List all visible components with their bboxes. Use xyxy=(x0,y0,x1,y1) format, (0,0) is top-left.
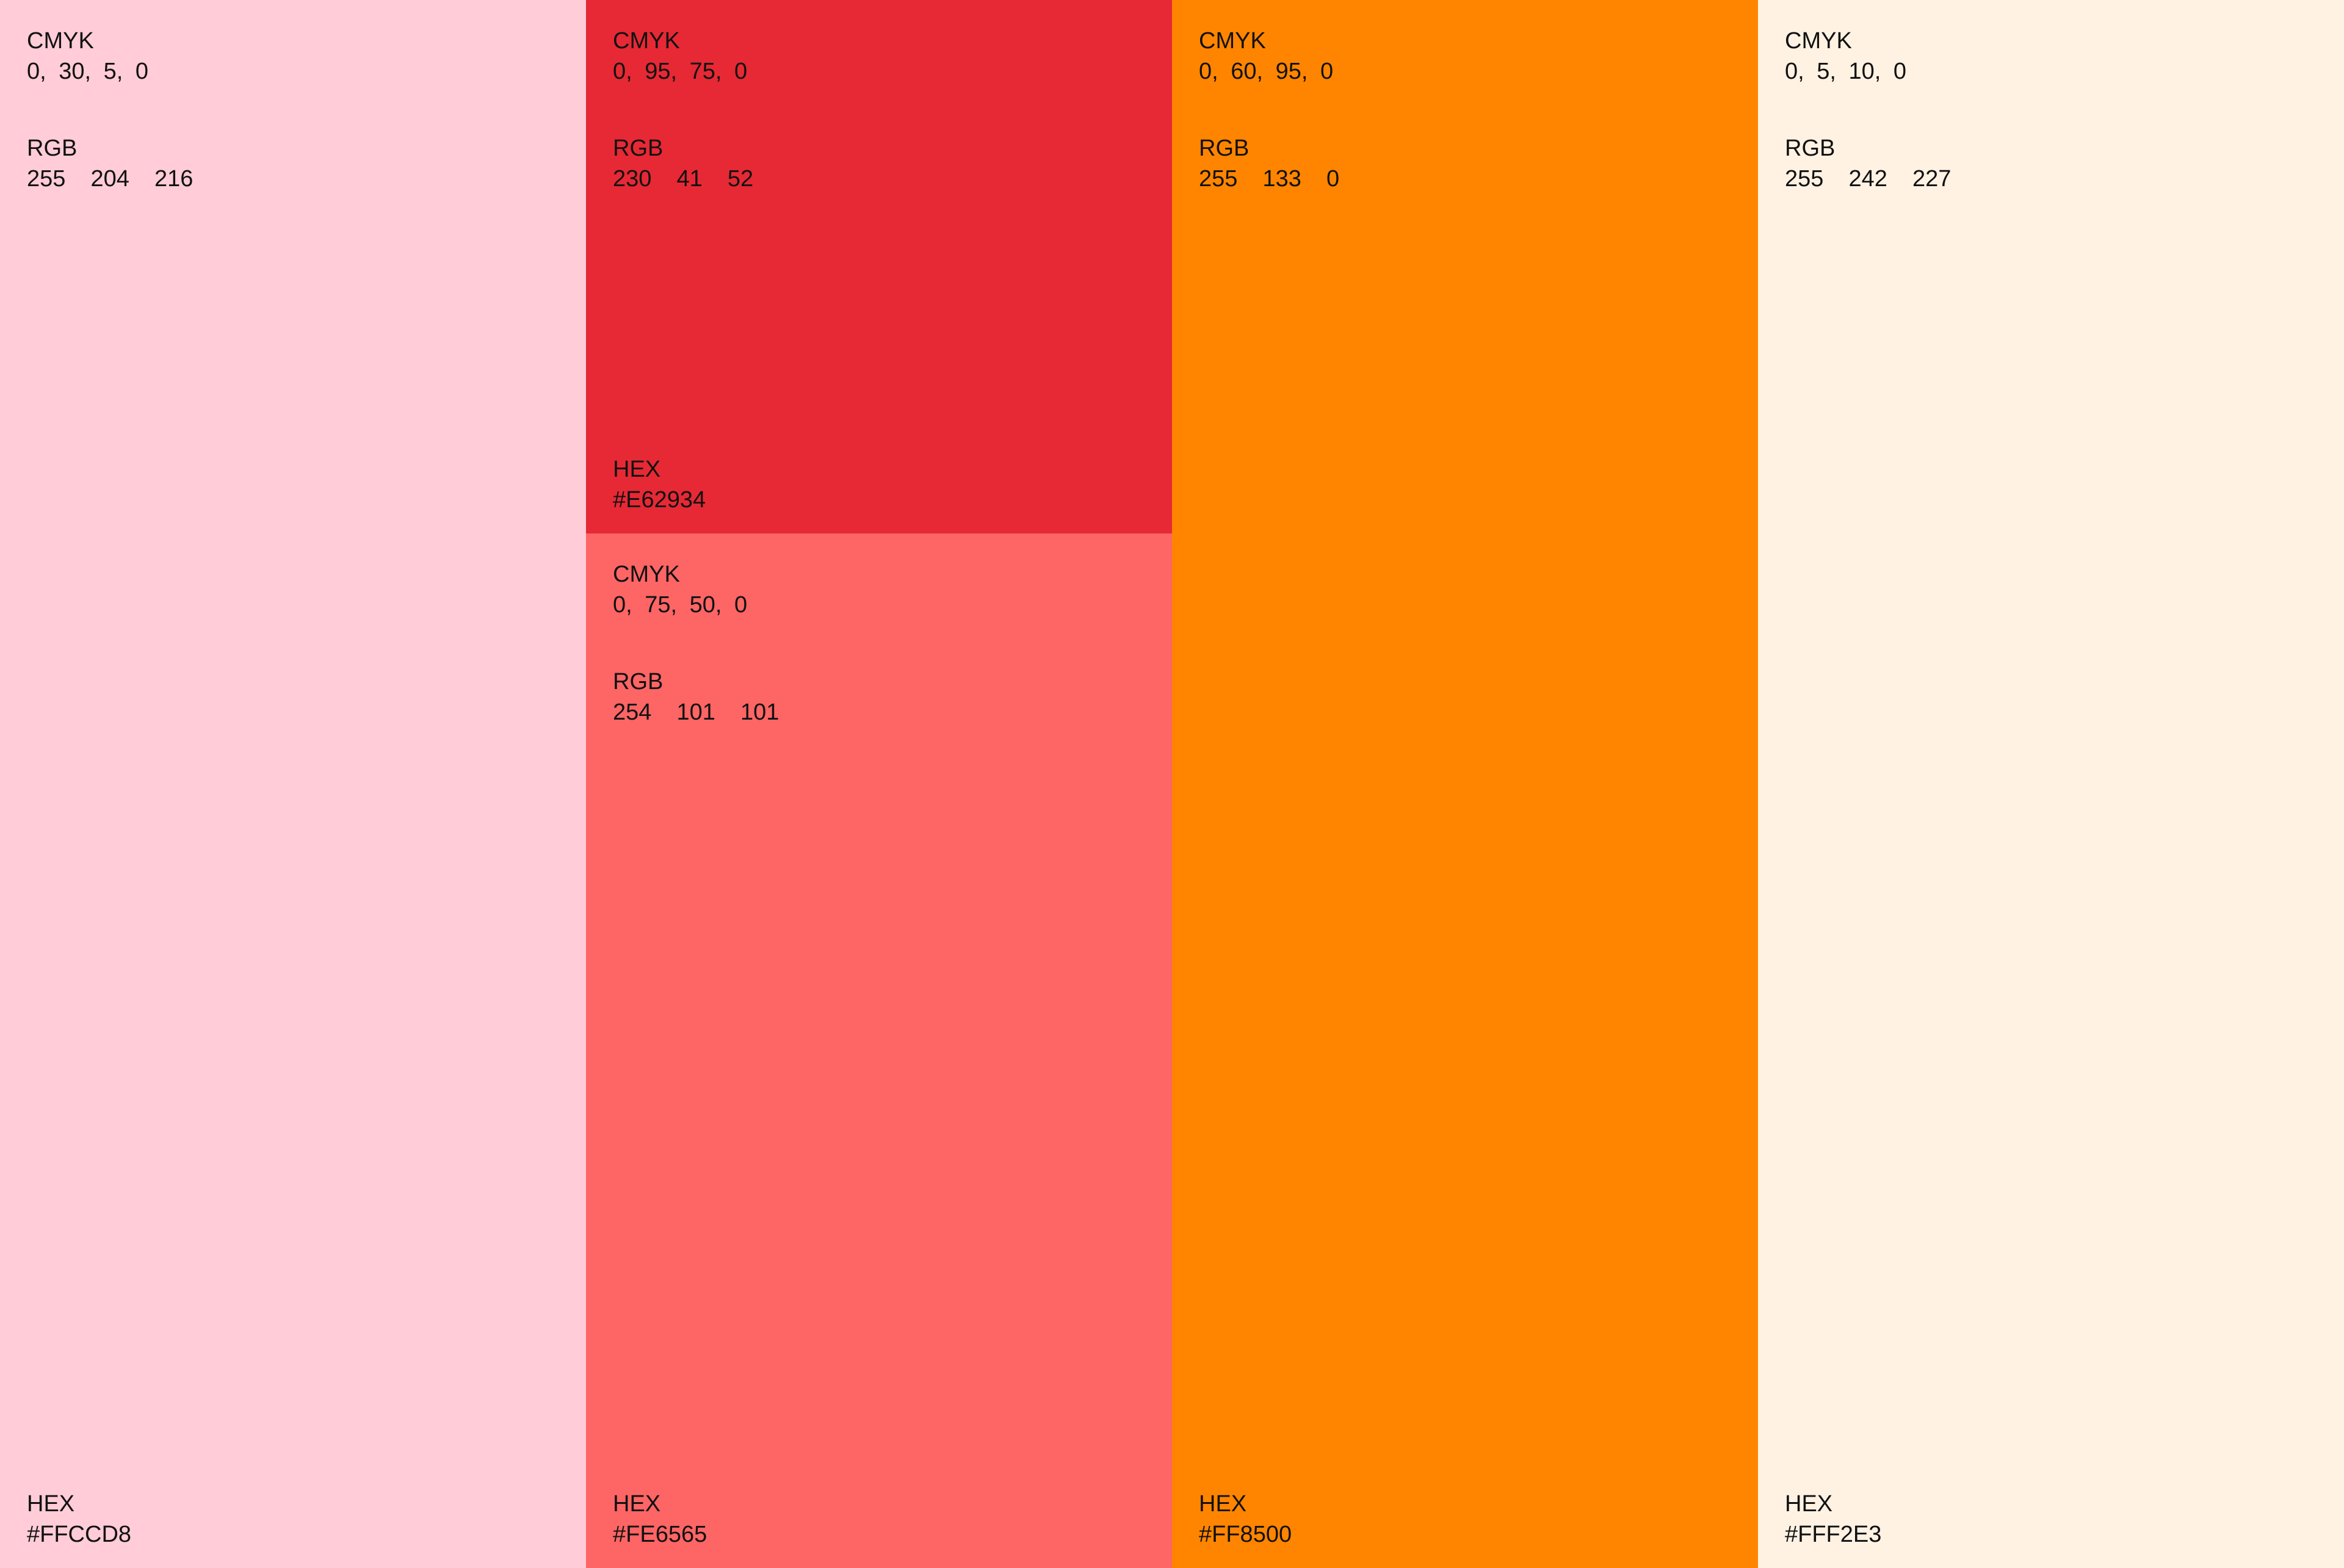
cmyk-value: 0, 30, 5, 0 xyxy=(27,59,149,84)
cmyk-value: 0, 60, 95, 0 xyxy=(1199,59,1334,84)
rgb-label: RGB xyxy=(1199,135,1250,161)
hex-value: #FE6565 xyxy=(613,1522,707,1547)
swatch-coral: CMYK 0, 75, 50, 0 RGB 254 101 101 HEX #F… xyxy=(586,533,1172,1568)
rgb-block: RGB 230 41 52 xyxy=(613,133,753,194)
rgb-label: RGB xyxy=(613,669,664,695)
rgb-block: RGB 254 101 101 xyxy=(613,667,779,728)
swatch-pink: CMYK 0, 30, 5, 0 RGB 255 204 216 HEX #FF… xyxy=(0,0,586,1568)
hex-label: HEX xyxy=(613,457,661,482)
rgb-label: RGB xyxy=(27,135,78,161)
cmyk-label: CMYK xyxy=(1785,28,1852,54)
cmyk-label: CMYK xyxy=(1199,28,1266,54)
hex-label: HEX xyxy=(1785,1491,1833,1517)
hex-block: HEX #FFF2E3 xyxy=(1785,1489,1881,1550)
cmyk-value: 0, 5, 10, 0 xyxy=(1785,59,1907,84)
cmyk-label: CMYK xyxy=(27,28,94,54)
rgb-value: 255 242 227 xyxy=(1785,166,1952,192)
rgb-label: RGB xyxy=(613,135,664,161)
rgb-block: RGB 255 133 0 xyxy=(1199,133,1339,194)
hex-block: HEX #FF8500 xyxy=(1199,1489,1292,1550)
cmyk-label: CMYK xyxy=(613,28,680,54)
rgb-value: 255 133 0 xyxy=(1199,166,1340,192)
rgb-label: RGB xyxy=(1785,135,1836,161)
hex-value: #FF8500 xyxy=(1199,1522,1292,1547)
swatch-orange: CMYK 0, 60, 95, 0 RGB 255 133 0 HEX #FF8… xyxy=(1172,0,1758,1568)
cmyk-block: CMYK 0, 75, 50, 0 xyxy=(613,559,747,620)
cmyk-block: CMYK 0, 5, 10, 0 xyxy=(1785,26,1906,87)
rgb-value: 254 101 101 xyxy=(613,699,780,725)
hex-value: #E62934 xyxy=(613,487,706,513)
rgb-block: RGB 255 242 227 xyxy=(1785,133,1951,194)
swatch-cream: CMYK 0, 5, 10, 0 RGB 255 242 227 HEX #FF… xyxy=(1758,0,2344,1568)
cmyk-block: CMYK 0, 60, 95, 0 xyxy=(1199,26,1333,87)
hex-label: HEX xyxy=(27,1491,75,1517)
hex-block: HEX #FFCCD8 xyxy=(27,1489,131,1550)
cmyk-block: CMYK 0, 95, 75, 0 xyxy=(613,26,747,87)
hex-block: HEX #FE6565 xyxy=(613,1489,707,1550)
hex-label: HEX xyxy=(1199,1491,1247,1517)
rgb-value: 255 204 216 xyxy=(27,166,194,192)
hex-label: HEX xyxy=(613,1491,661,1517)
rgb-value: 230 41 52 xyxy=(613,166,754,192)
cmyk-value: 0, 95, 75, 0 xyxy=(613,59,748,84)
hex-value: #FFCCD8 xyxy=(27,1522,132,1547)
cmyk-block: CMYK 0, 30, 5, 0 xyxy=(27,26,148,87)
hex-block: HEX #E62934 xyxy=(613,454,706,515)
cmyk-value: 0, 75, 50, 0 xyxy=(613,592,748,618)
rgb-block: RGB 255 204 216 xyxy=(27,133,193,194)
cmyk-label: CMYK xyxy=(613,562,680,587)
hex-value: #FFF2E3 xyxy=(1785,1522,1882,1547)
swatch-red: CMYK 0, 95, 75, 0 RGB 230 41 52 HEX #E62… xyxy=(586,0,1172,533)
